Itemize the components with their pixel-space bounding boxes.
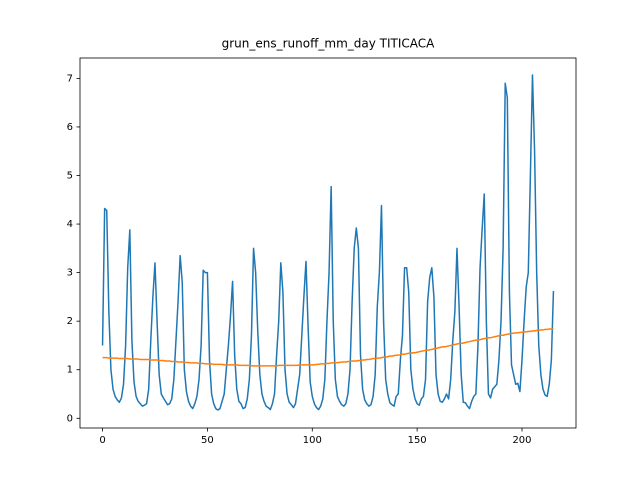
y-tick-label: 6 xyxy=(67,122,73,133)
y-tick-label: 7 xyxy=(67,73,73,84)
line-series xyxy=(101,74,555,411)
x-tick-label: 50 xyxy=(201,435,214,446)
x-tick-label: 0 xyxy=(99,435,105,446)
y-tick-label: 0 xyxy=(67,413,73,424)
y-tick-label: 2 xyxy=(67,316,73,327)
x-tick-label: 100 xyxy=(303,435,322,446)
y-tick-label: 3 xyxy=(67,268,73,279)
chart-title: grun_ens_runoff_mm_day TITICACA xyxy=(222,37,436,51)
y-tick-label: 1 xyxy=(67,365,73,376)
y-tick-label: 4 xyxy=(67,219,73,230)
y-tick-label: 5 xyxy=(67,171,73,182)
x-tick-label: 200 xyxy=(512,435,531,446)
x-tick-label: 150 xyxy=(408,435,427,446)
plot-frame xyxy=(79,57,577,429)
line-series xyxy=(102,328,554,367)
